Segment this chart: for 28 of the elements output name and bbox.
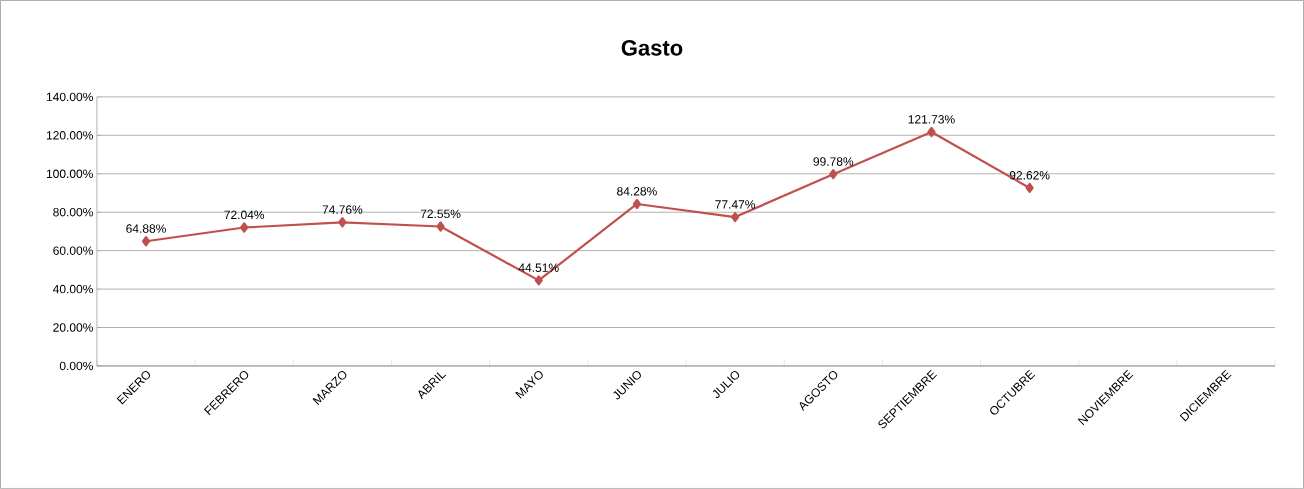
y-tick-label: 120.00% [46, 131, 93, 140]
point [927, 126, 936, 138]
data-label: 77.47% [715, 200, 756, 209]
point [1025, 182, 1034, 194]
chart-title: Gasto [621, 40, 683, 56]
data-label: 72.55% [420, 209, 461, 219]
data-label: 72.04% [224, 210, 265, 220]
point [632, 198, 642, 210]
point [338, 217, 347, 228]
data-label: 84.28% [617, 187, 657, 196]
y-tick-label: 80.00% [53, 208, 93, 217]
data-label: 121.73% [908, 115, 955, 124]
y-tick-label: 60.00% [53, 246, 93, 255]
y-tick-label: 100.00% [46, 169, 93, 179]
y-tick-label: 40.00% [52, 284, 93, 294]
point [240, 222, 249, 233]
y-tick-label: 140.00% [46, 92, 93, 102]
data-label: 64.88% [126, 224, 166, 233]
y-tick-label: 0.00% [59, 361, 93, 371]
data-label: 92.62% [1009, 171, 1050, 180]
point [829, 169, 838, 180]
point [534, 275, 543, 286]
y-tick-label: 20.00% [53, 323, 93, 332]
point [141, 236, 151, 247]
data-label: 74.76% [322, 205, 363, 214]
data-label: 99.78% [813, 157, 854, 166]
point [436, 221, 445, 232]
point [731, 212, 740, 223]
